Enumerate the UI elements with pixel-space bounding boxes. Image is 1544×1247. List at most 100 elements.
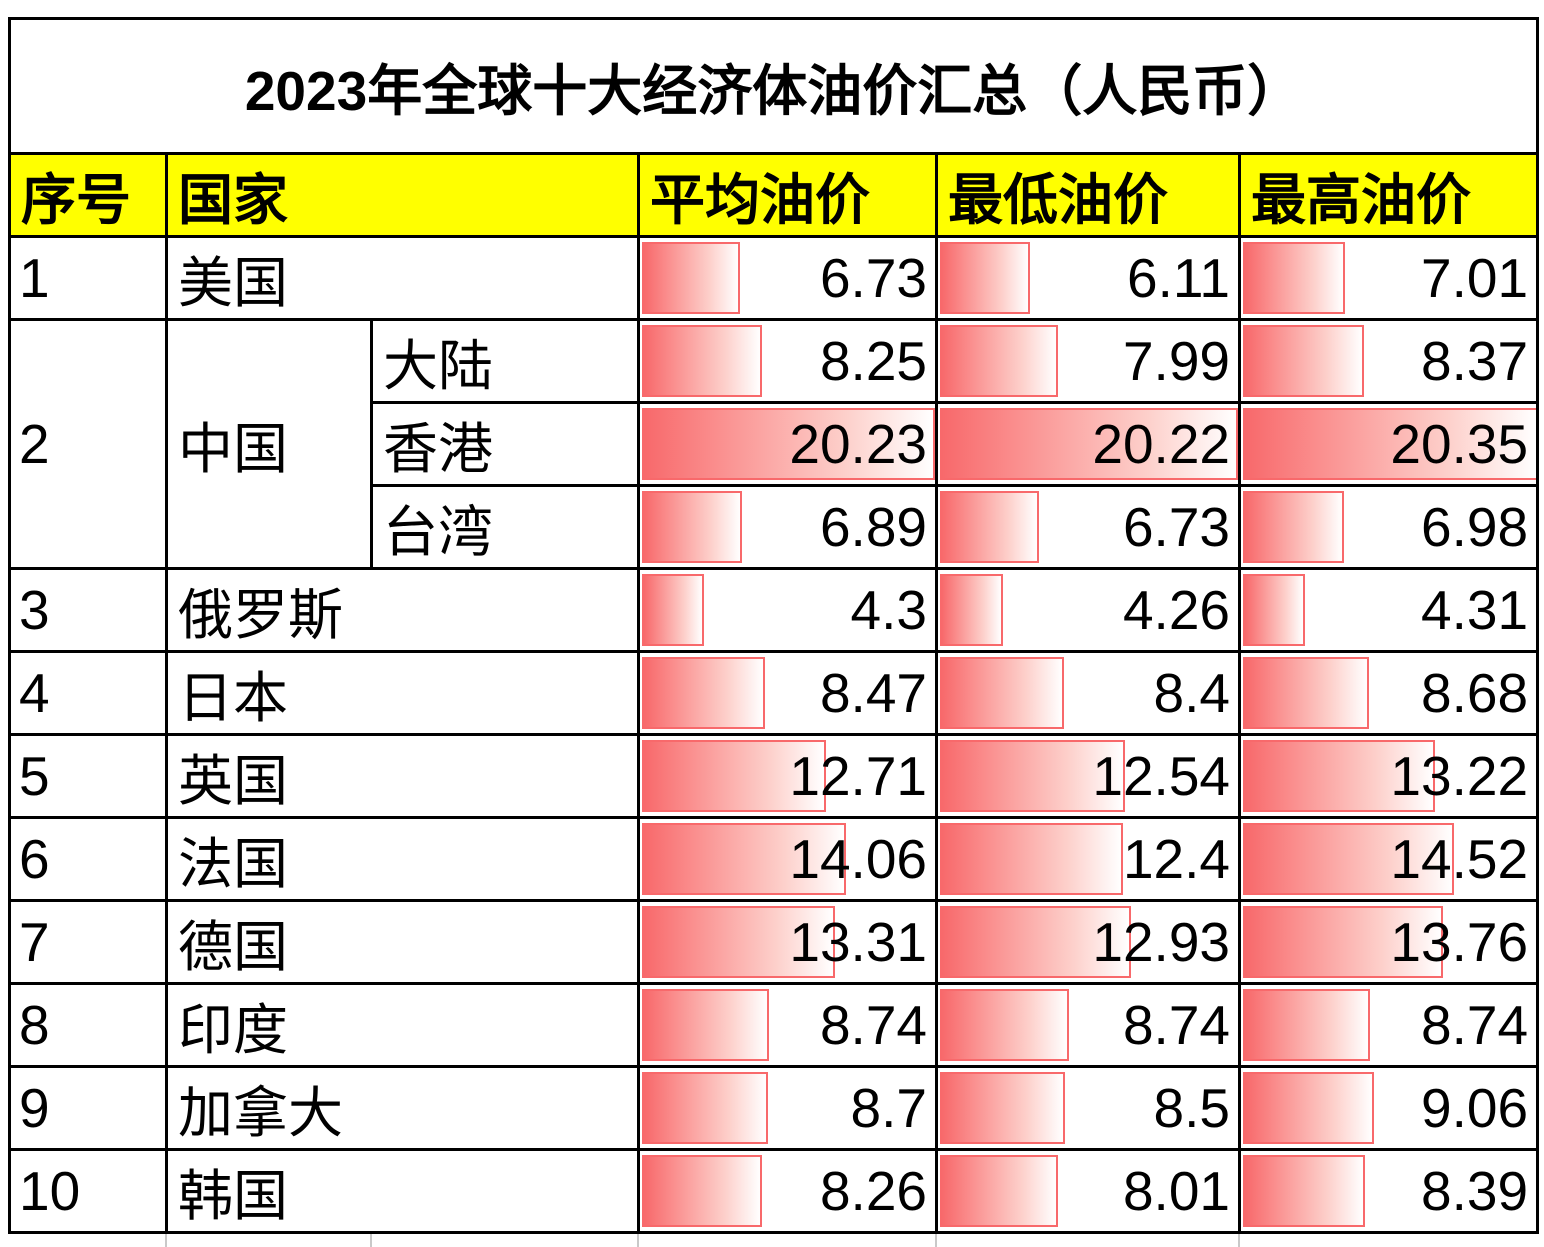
gridline <box>935 1234 937 1247</box>
avg-price-cell: 8.47 <box>637 650 938 736</box>
max-price-cell: 8.37 <box>1237 318 1540 404</box>
price-value: 8.37 <box>1421 330 1529 392</box>
price-value: 9.06 <box>1421 1077 1529 1139</box>
index-cell: 2 <box>8 318 168 570</box>
gridline <box>370 1234 372 1247</box>
avg-price-cell: 6.73 <box>637 235 938 321</box>
country-cell: 韩国 <box>165 1148 640 1234</box>
data-bar <box>1243 242 1345 314</box>
min-price-cell: 12.4 <box>935 816 1241 902</box>
avg-price-cell: 8.25 <box>637 318 938 404</box>
table-row: 9 加拿大 8.7 8.5 9.06 <box>8 1065 1540 1151</box>
country-cell: 英国 <box>165 733 640 819</box>
country-cell: 法国 <box>165 816 640 902</box>
price-value: 6.73 <box>819 247 927 309</box>
price-value: 12.93 <box>1092 911 1230 973</box>
data-bar <box>940 989 1069 1061</box>
data-bar <box>642 325 762 397</box>
data-bar <box>642 657 765 729</box>
header-cell-avg-price: 平均油价 <box>637 152 938 238</box>
next-row-gridlines <box>8 1234 1536 1247</box>
price-value: 14.06 <box>789 828 927 890</box>
price-value: 4.26 <box>1122 579 1230 641</box>
min-price-cell: 7.99 <box>935 318 1241 404</box>
region-cell: 台湾 <box>370 484 640 570</box>
min-price-cell: 6.11 <box>935 235 1241 321</box>
data-bar <box>1243 408 1535 480</box>
data-bar <box>1243 906 1443 978</box>
max-price-cell: 7.01 <box>1237 235 1540 321</box>
price-value: 8.4 <box>1153 662 1230 724</box>
data-bar <box>642 740 827 812</box>
country-cell: 日本 <box>165 650 640 736</box>
data-bar <box>1243 657 1369 729</box>
price-value: 12.4 <box>1122 828 1230 890</box>
country-cell: 美国 <box>165 235 640 321</box>
region-cell: 大陆 <box>370 318 640 404</box>
avg-price-cell: 8.74 <box>637 982 938 1068</box>
index-cell: 7 <box>8 899 168 985</box>
max-price-cell: 4.31 <box>1237 567 1540 653</box>
data-bar <box>642 574 705 646</box>
price-value: 8.47 <box>819 662 927 724</box>
price-value: 4.3 <box>850 579 927 641</box>
table-row: 8 印度 8.74 8.74 8.74 <box>8 982 1540 1068</box>
price-value: 7.99 <box>1122 330 1230 392</box>
price-value: 20.35 <box>1390 413 1529 475</box>
header-cell-max-price: 最高油价 <box>1237 152 1540 238</box>
index-cell: 3 <box>8 567 168 653</box>
min-price-cell: 4.26 <box>935 567 1241 653</box>
table-row: 台湾 6.89 6.73 6.98 <box>10 484 1540 570</box>
min-price-cell: 8.74 <box>935 982 1241 1068</box>
index-cell: 9 <box>8 1065 168 1151</box>
price-value: 7.01 <box>1421 247 1529 309</box>
data-bar <box>1243 491 1345 563</box>
gridline <box>165 1234 167 1247</box>
price-value: 20.22 <box>1092 413 1230 475</box>
table-row: 香港 20.23 20.22 20.35 <box>10 401 1540 487</box>
min-price-cell: 8.01 <box>935 1148 1241 1234</box>
data-bar <box>940 657 1064 729</box>
data-bar <box>642 242 740 314</box>
price-value: 6.89 <box>819 496 927 558</box>
index-cell: 4 <box>8 650 168 736</box>
data-bar <box>642 823 846 895</box>
price-value: 8.5 <box>1153 1077 1230 1139</box>
data-bar <box>940 491 1040 563</box>
data-bar <box>1243 325 1365 397</box>
max-price-cell: 8.74 <box>1237 982 1540 1068</box>
data-bar <box>940 325 1058 397</box>
country-cell: 加拿大 <box>165 1065 640 1151</box>
data-bar <box>940 906 1131 978</box>
table-row: 7 德国 13.31 12.93 13.76 <box>8 899 1540 985</box>
data-bar <box>1243 1155 1365 1227</box>
data-bar <box>642 989 769 1061</box>
data-bar <box>940 242 1031 314</box>
data-bar <box>940 1072 1066 1144</box>
price-value: 13.76 <box>1390 911 1529 973</box>
country-cell: 俄罗斯 <box>165 567 640 653</box>
table-row: 10 韩国 8.26 8.01 8.39 <box>8 1148 1540 1234</box>
country-cell: 德国 <box>165 899 640 985</box>
price-value: 8.01 <box>1122 1160 1230 1222</box>
data-bar <box>1243 989 1370 1061</box>
index-cell: 6 <box>8 816 168 902</box>
max-price-cell: 8.39 <box>1237 1148 1540 1234</box>
data-bar <box>1243 740 1435 812</box>
price-value: 8.74 <box>1421 994 1529 1056</box>
data-bar <box>642 491 742 563</box>
data-bar <box>642 906 835 978</box>
table-row: 4 日本 8.47 8.4 8.68 <box>8 650 1540 736</box>
price-value: 8.25 <box>819 330 927 392</box>
avg-price-cell: 6.89 <box>637 484 938 570</box>
min-price-cell: 8.5 <box>935 1065 1241 1151</box>
data-bar <box>642 1072 769 1144</box>
header-row: 序号 国家 平均油价 最低油价 最高油价 <box>8 152 1540 238</box>
header-cell-min-price: 最低油价 <box>935 152 1241 238</box>
index-cell: 1 <box>8 235 168 321</box>
index-cell: 10 <box>8 1148 168 1234</box>
price-value: 8.26 <box>819 1160 927 1222</box>
table-row: 5 英国 12.71 12.54 13.22 <box>8 733 1540 819</box>
title-row: 2023年全球十大经济体油价汇总（人民币） <box>7 17 1540 155</box>
